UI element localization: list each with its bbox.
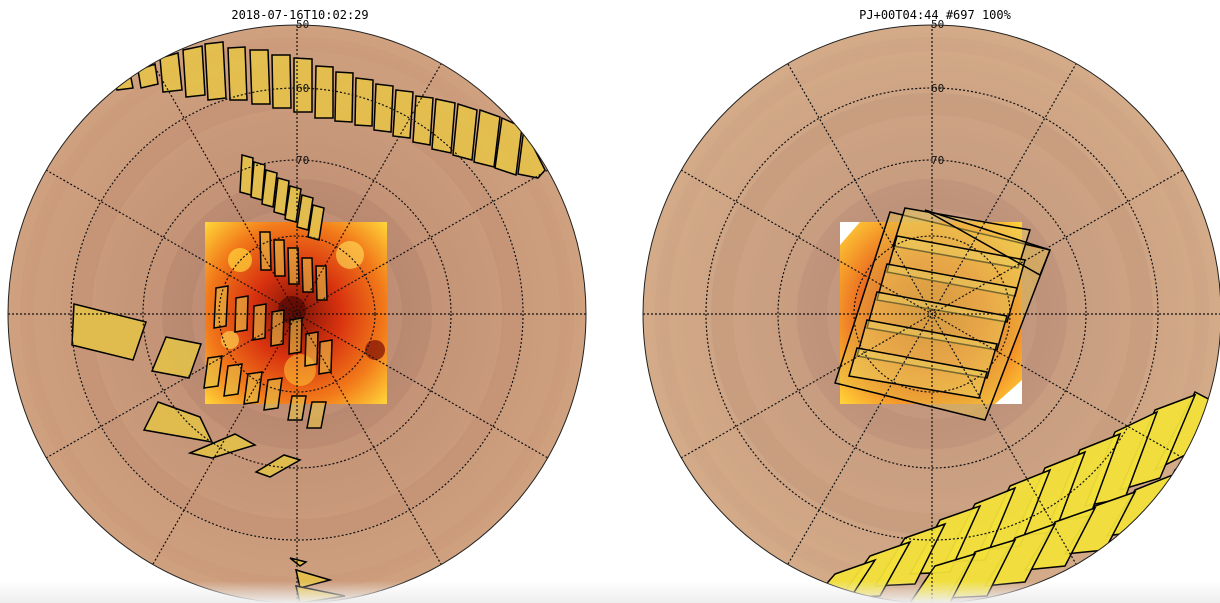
timestamp-title: 2018-07-16T10:02:29 [231,8,369,22]
left-polar-map[interactable]: 50 60 70 [0,0,600,603]
footprint-left-cluster [71,303,302,478]
right-polar-map-panel: PJ+00T04:44 #697 100% [635,0,1220,603]
footprint-arc-outer [114,41,546,179]
footprint-block-central [834,207,1052,421]
latitude-longitude-grid [8,25,586,603]
latitude-longitude-grid [643,25,1220,603]
lat-label-60: 60 [296,82,309,95]
pass-status-title: PJ+00T04:44 #697 100% [859,8,1011,22]
lat-label-70: 70 [296,154,309,167]
right-polar-map[interactable]: 50 60 70 [635,0,1220,603]
footprint-strip-diagonal [239,154,325,241]
lat-label-50: 50 [931,18,944,31]
planet-limb [7,24,587,603]
left-polar-map-panel: 2018-07-16T10:02:29 [0,0,600,603]
lat-label-70: 70 [931,154,944,167]
lat-label-60: 60 [931,82,944,95]
lat-label-50: 50 [296,18,309,31]
footprint-grid-central [203,231,333,429]
bottom-fade-strip [0,581,1220,603]
planet-limb [642,24,1220,603]
